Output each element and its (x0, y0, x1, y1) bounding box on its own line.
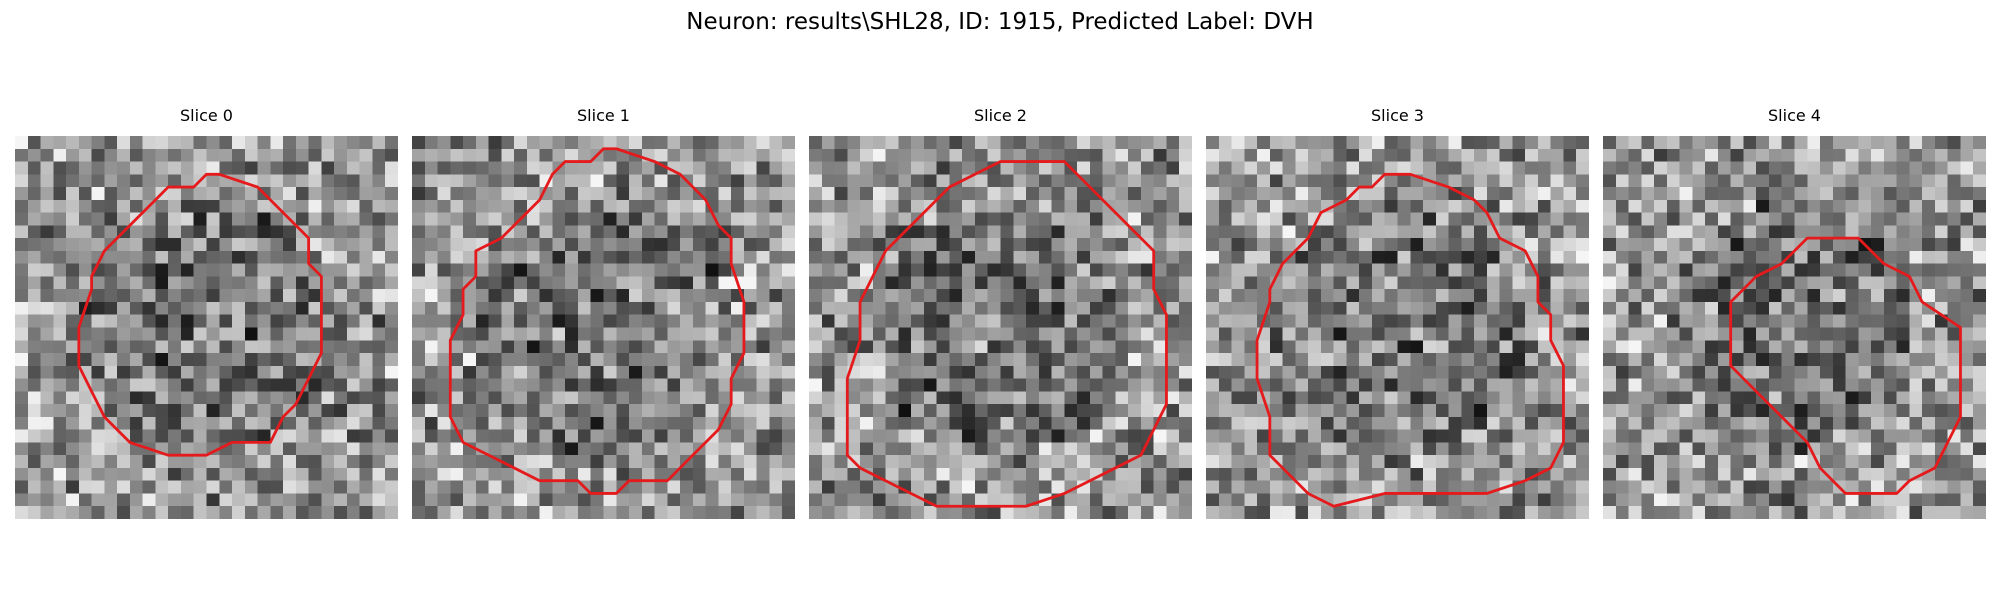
slice-image (15, 136, 398, 519)
neuron-contour (448, 147, 746, 495)
slice-title: Slice 3 (1371, 106, 1424, 125)
slice-panel-3: Slice 3 (1206, 106, 1589, 519)
slice-image (1206, 136, 1589, 519)
slice-title: Slice 4 (1768, 106, 1821, 125)
slice-panel-0: Slice 0 (15, 106, 398, 519)
slice-panel-1: Slice 1 (412, 106, 795, 519)
slice-panel-4: Slice 4 (1603, 106, 1986, 519)
slice-image (412, 136, 795, 519)
neuron-contour (845, 160, 1168, 508)
slice-title: Slice 0 (180, 106, 233, 125)
neuron-contour (77, 172, 323, 457)
slice-title: Slice 1 (577, 106, 630, 125)
slice-image (1603, 136, 1986, 519)
slice-title: Slice 2 (974, 106, 1027, 125)
figure-title: Neuron: results\SHL28, ID: 1915, Predict… (686, 9, 1314, 35)
neuron-contour (1255, 172, 1565, 508)
slice-image (809, 136, 1192, 519)
slice-panel-2: Slice 2 (809, 106, 1192, 519)
neuron-contour (1729, 236, 1962, 495)
